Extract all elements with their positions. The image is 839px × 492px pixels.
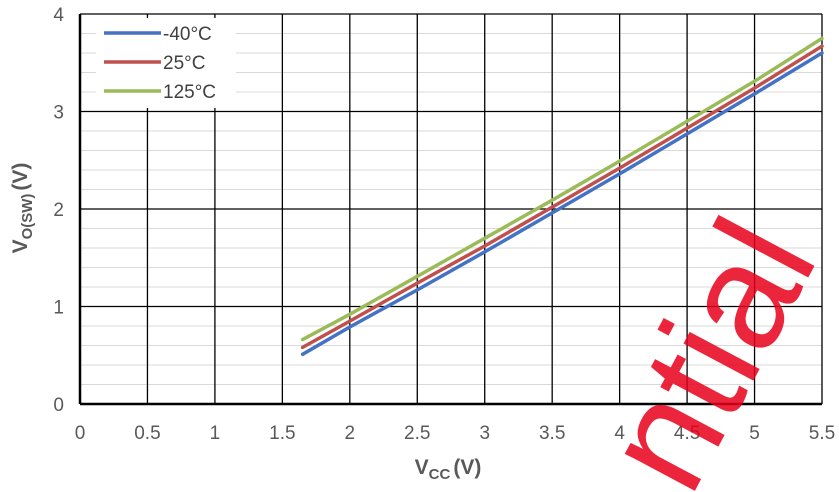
x-tick-label: 1.5	[269, 423, 295, 444]
series-line	[300, 51, 824, 357]
legend-label: -40°C	[163, 24, 212, 45]
x-tick-label: 0.5	[134, 423, 160, 444]
x-tick-label: 2.5	[404, 423, 430, 444]
y-tick-label: 2	[53, 200, 64, 221]
x-tick-label: 4	[614, 423, 625, 444]
x-tick-label: 3.5	[539, 423, 565, 444]
x-tick-label: 2	[345, 423, 356, 444]
grid	[79, 13, 823, 405]
y-tick-label: 0	[53, 395, 64, 416]
x-tick-label: 5	[749, 423, 760, 444]
tick-labels: 0 0.5 1 1.5 2 2.5 3 3.5 4 4.5 5 5.5 0 1 2 3 4	[53, 5, 835, 444]
y-axis-title: VO(SW)(V)	[9, 163, 36, 254]
series-line	[300, 36, 824, 342]
series-lines	[300, 36, 824, 357]
x-tick-label: 5.5	[809, 423, 835, 444]
legend: -40°C 25°C 125°C	[96, 18, 236, 108]
legend-label: 125°C	[163, 82, 216, 103]
y-tick-label: 1	[53, 298, 64, 319]
x-tick-label: 4.5	[674, 423, 700, 444]
series-line	[300, 44, 824, 350]
x-tick-label: 1	[210, 423, 221, 444]
x-tick-label: 3	[479, 423, 490, 444]
legend-label: 25°C	[163, 53, 205, 74]
x-tick-label: 0	[75, 423, 86, 444]
x-axis-title: VCC (V)	[415, 456, 482, 483]
y-tick-label: 4	[53, 5, 64, 26]
watermark: ntial	[570, 193, 839, 492]
axes	[78, 14, 822, 406]
y-tick-label: 3	[53, 103, 64, 124]
